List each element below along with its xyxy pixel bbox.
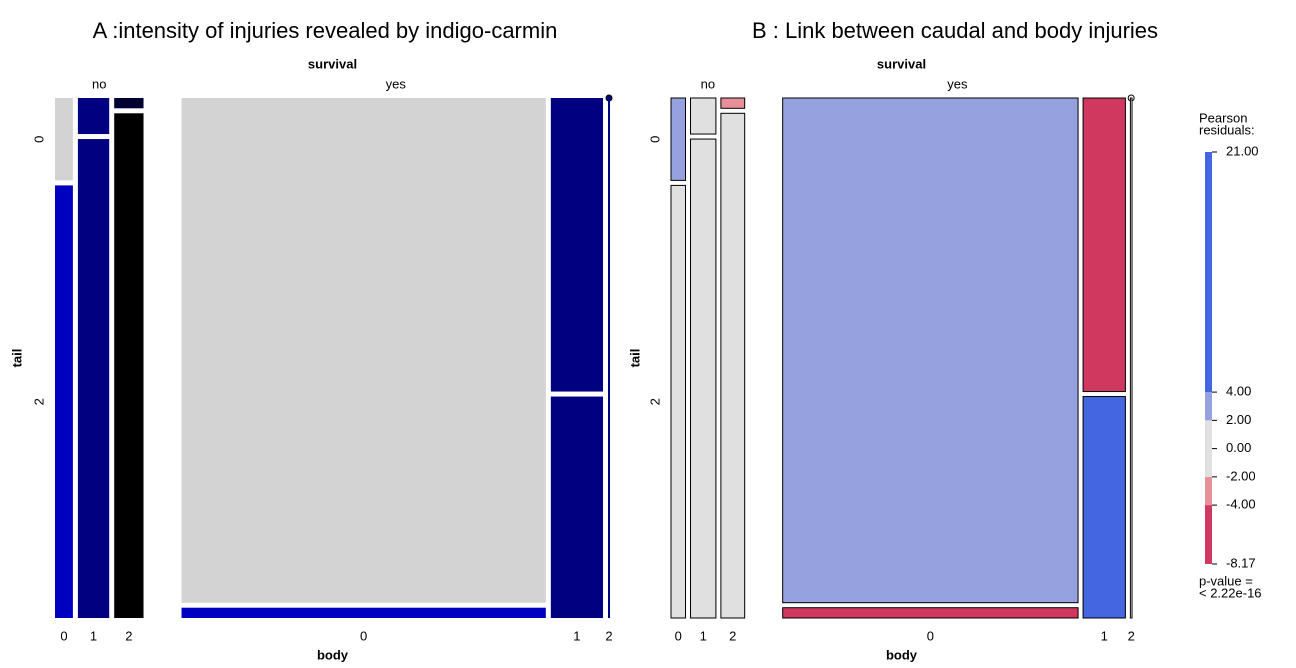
tile <box>55 185 73 618</box>
legend-segment <box>1205 476 1212 506</box>
legend-title: residuals: <box>1199 122 1255 137</box>
p-value: p-value = <box>1199 573 1253 588</box>
y-tick-label: 2 <box>31 398 46 405</box>
group-label: survival <box>877 56 926 71</box>
x-tick-label: 1 <box>1101 628 1108 643</box>
tile <box>114 113 144 619</box>
y-tick-label: 0 <box>647 136 662 143</box>
tile <box>77 139 110 619</box>
legend-segment <box>1205 505 1212 564</box>
tile <box>550 98 604 392</box>
tile <box>77 98 110 135</box>
legend-tick-label: 0.00 <box>1226 440 1251 455</box>
tile <box>181 98 546 603</box>
group-name: yes <box>947 76 968 91</box>
tile <box>1082 396 1126 619</box>
x-tick-label: 1 <box>700 628 707 643</box>
legend-tick-label: 21.00 <box>1226 143 1259 158</box>
tile <box>550 396 604 618</box>
legend-tick-label: -2.00 <box>1226 468 1256 483</box>
tile <box>181 607 546 618</box>
tile <box>720 112 746 619</box>
x-tick-label: 0 <box>675 628 682 643</box>
tile <box>720 97 746 109</box>
tile <box>670 184 687 619</box>
x-tick-label: 1 <box>90 628 97 643</box>
legend-title: Pearson <box>1199 110 1247 125</box>
x-axis-label: body <box>317 647 349 662</box>
y-axis-label: tail <box>627 349 642 368</box>
x-tick-label: 0 <box>927 628 934 643</box>
y-axis-label: tail <box>9 349 24 368</box>
legend-tick-label: -8.17 <box>1226 555 1256 570</box>
legend-segment <box>1205 392 1212 421</box>
group-name: yes <box>386 76 407 91</box>
chart-title: A :intensity of injuries revealed by ind… <box>93 18 558 43</box>
legend-tick-label: 2.00 <box>1226 412 1251 427</box>
legend-tick-label: 4.00 <box>1226 384 1251 399</box>
x-tick-label: 0 <box>60 628 67 643</box>
x-tick-label: 1 <box>573 628 580 643</box>
legend-segment <box>1205 152 1212 393</box>
tile <box>55 98 73 181</box>
tile <box>670 97 687 181</box>
tile <box>782 607 1079 619</box>
tile <box>690 138 717 619</box>
group-label: survival <box>308 56 357 71</box>
x-tick-label: 2 <box>729 628 736 643</box>
x-tick-label: 2 <box>605 628 612 643</box>
group-name: no <box>92 76 106 91</box>
chart-title: B : Link between caudal and body injurie… <box>752 18 1158 43</box>
x-axis-label: body <box>886 647 918 662</box>
x-tick-label: 2 <box>1128 628 1135 643</box>
tile <box>1129 97 1133 619</box>
p-value: < 2.22e-16 <box>1199 585 1262 600</box>
y-tick-label: 0 <box>31 136 46 143</box>
tile <box>782 97 1079 604</box>
x-tick-label: 2 <box>125 628 132 643</box>
tile <box>690 97 717 135</box>
tile <box>1082 97 1126 393</box>
x-tick-label: 0 <box>360 628 367 643</box>
legend-tick-label: -4.00 <box>1226 497 1256 512</box>
tile <box>608 98 610 618</box>
legend-segment <box>1205 420 1212 477</box>
tile <box>114 98 144 109</box>
group-name: no <box>701 76 715 91</box>
y-tick-label: 2 <box>647 398 662 405</box>
